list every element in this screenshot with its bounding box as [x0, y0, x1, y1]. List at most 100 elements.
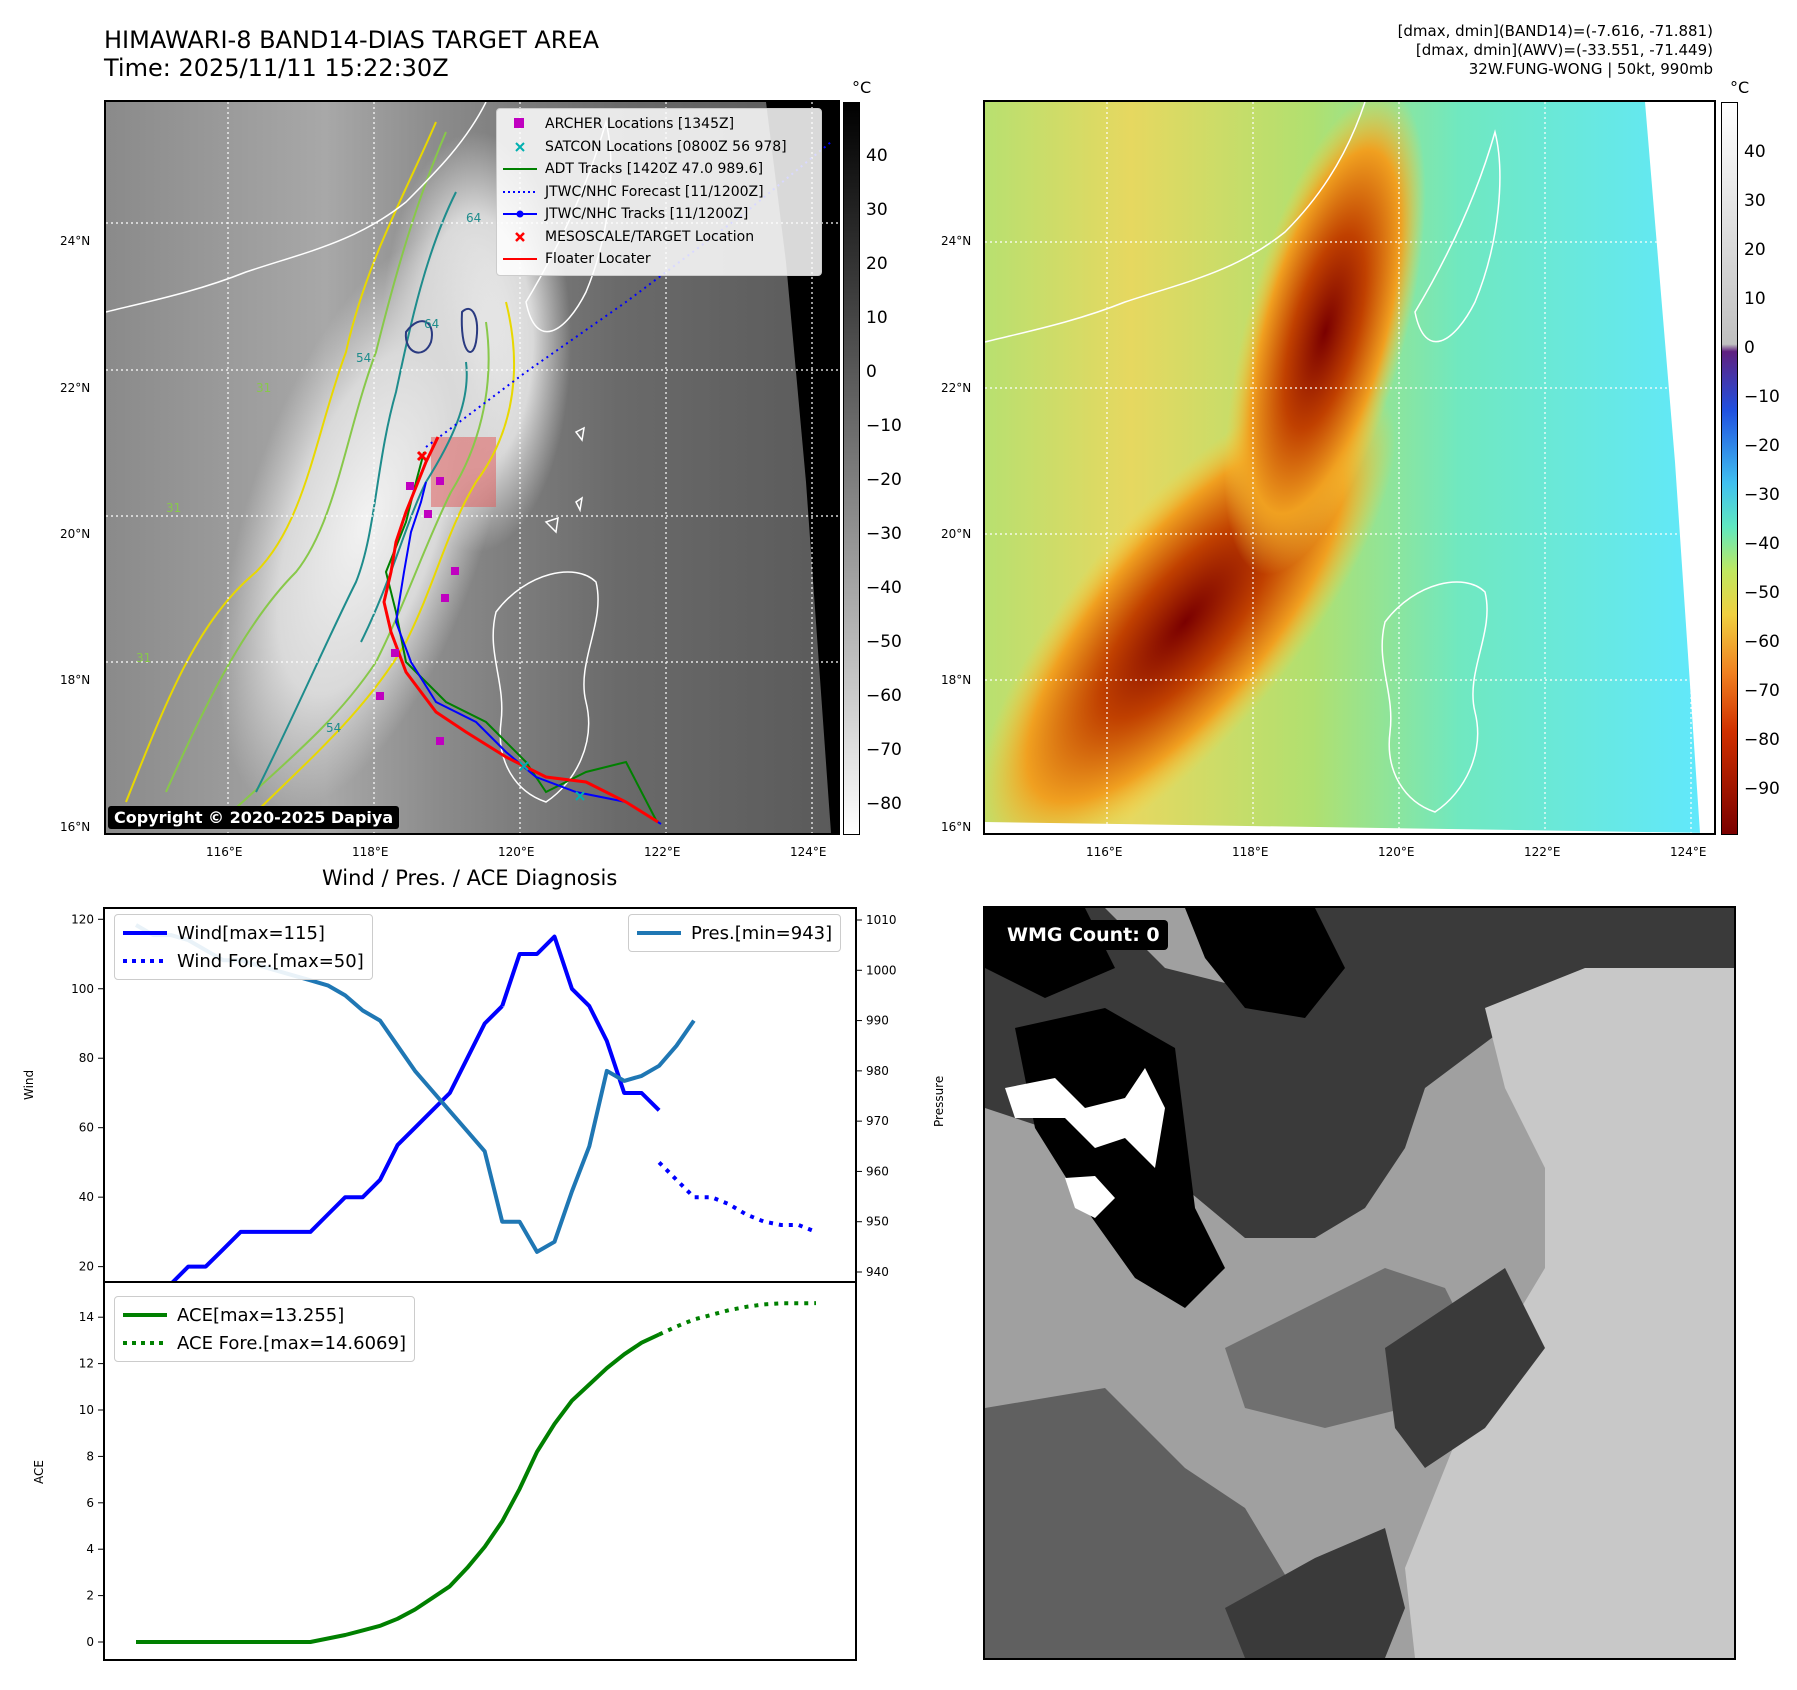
- wv-cb-tick: 0: [1744, 338, 1755, 358]
- pressure-ytick-label: 1010: [866, 913, 897, 927]
- lon-label: 124°E: [790, 845, 827, 859]
- ir-cb-tick: 10: [866, 308, 888, 328]
- wv-cb-tick: −30: [1744, 485, 1780, 505]
- wv-colorbar: [1721, 102, 1738, 835]
- legend-jtwc-tracks: JTWC/NHC Tracks [11/1200Z]: [503, 203, 815, 226]
- ir-cb-tick: −50: [866, 632, 902, 652]
- wmg-svg: [985, 908, 1734, 1658]
- legend-wind-fore: Wind Fore.[max=50]: [123, 947, 364, 975]
- contour-label: 64: [424, 317, 439, 331]
- wmg-white-blob: [1005, 1068, 1165, 1168]
- lon-label: 124°E: [1670, 845, 1707, 859]
- ir-cb-tick: −40: [866, 578, 902, 598]
- ir-colorbar: [843, 102, 860, 835]
- wmg-panel: WMG Count: 0: [983, 906, 1736, 1660]
- wind-ytick-label: 20: [79, 1260, 94, 1274]
- lon-label: 122°E: [1524, 845, 1561, 859]
- wv-cb-tick: 40: [1744, 142, 1766, 162]
- dotted-line-icon: [123, 1340, 167, 1346]
- wv-cb-tick: −70: [1744, 681, 1780, 701]
- ace-ytick-label: 14: [79, 1310, 94, 1324]
- wmg-dark-bottom: [1225, 1528, 1405, 1658]
- satcon-marker: [575, 791, 585, 801]
- ir-legend: ARCHER Locations [1345Z] SATCON Location…: [496, 108, 822, 276]
- wv-map-panel: [983, 100, 1716, 835]
- contour-navy: [404, 320, 433, 354]
- contour-yellow: [125, 121, 437, 803]
- wv-cb-tick: −40: [1744, 534, 1780, 554]
- archer-marker: [436, 477, 444, 485]
- wind-ytick-label: 100: [71, 982, 94, 996]
- solid-line-icon: [123, 1312, 167, 1318]
- lon-label: 118°E: [352, 845, 389, 859]
- ir-cb-tick: 0: [866, 362, 877, 382]
- wv-colorbar-unit: °C: [1730, 78, 1750, 97]
- lat-label: 18°N: [60, 673, 91, 687]
- dotted-line-icon: [503, 189, 537, 195]
- contour-navy-2: [460, 307, 478, 353]
- ace-ytick-label: 6: [86, 1496, 94, 1510]
- coast-china: [106, 102, 487, 313]
- lon-label: 122°E: [644, 845, 681, 859]
- pressure-ylabel: Pressure: [932, 1075, 946, 1127]
- wmg-black-region: [1015, 1008, 1225, 1308]
- coast-islands: [544, 426, 585, 534]
- lat-label: 16°N: [941, 820, 972, 834]
- pressure-ytick-label: 970: [866, 1114, 889, 1128]
- wind-ytick-label: 60: [79, 1121, 94, 1135]
- legend-adt: ADT Tracks [1420Z 47.0 989.6]: [503, 158, 815, 181]
- contour-label: 31: [166, 501, 181, 515]
- x-marker-icon: [503, 141, 537, 153]
- ace-ytick-label: 0: [86, 1635, 94, 1649]
- figure-title: HIMAWARI-8 BAND14-DIAS TARGET AREA Time:…: [104, 26, 599, 82]
- satcon-markers: [519, 761, 585, 801]
- coast-luzon: [492, 571, 599, 803]
- wv-cb-tick: −50: [1744, 583, 1780, 603]
- solid-line-icon: [123, 930, 167, 936]
- contour-label: 31: [136, 651, 151, 665]
- archer-marker: [436, 737, 444, 745]
- wmg-dark-lower-left: [985, 1388, 1345, 1658]
- wv-map-svg: [985, 102, 1714, 833]
- ir-cb-tick: 20: [866, 254, 888, 274]
- legend-ace-fore: ACE Fore.[max=14.6069]: [123, 1329, 406, 1357]
- legend-wind: Wind[max=115]: [123, 919, 364, 947]
- cloud-band: [218, 234, 514, 810]
- lon-label: 118°E: [1232, 845, 1269, 859]
- ace-ytick-label: 4: [86, 1542, 94, 1556]
- ace-forecast-line: [658, 1301, 817, 1337]
- wv-coast-luzon: [1381, 581, 1488, 813]
- ir-cb-tick: 40: [866, 146, 888, 166]
- wmg-black-top-mid: [1185, 908, 1345, 1018]
- pressure-ytick-label: 990: [866, 1014, 889, 1028]
- ir-cb-tick: −30: [866, 524, 902, 544]
- ir-cb-tick: 30: [866, 200, 888, 220]
- wv-gridlines: [985, 102, 1714, 833]
- wv-cb-tick: 30: [1744, 191, 1766, 211]
- wind-ytick-label: 40: [79, 1190, 94, 1204]
- pressure-ytick-label: 980: [866, 1064, 889, 1078]
- lat-label: 20°N: [941, 527, 972, 541]
- line-dot-icon: [503, 210, 537, 218]
- archer-marker: [391, 649, 399, 657]
- contour-label: 54: [356, 351, 371, 365]
- ir-map-panel: 64 54 31 31 31 54 64 ARCHER Locat: [104, 100, 840, 835]
- lat-label: 24°N: [60, 234, 91, 248]
- square-marker-icon: [503, 118, 537, 130]
- satcon-marker: [519, 761, 529, 771]
- ace-ytick-label: 8: [86, 1449, 94, 1463]
- lat-label: 22°N: [60, 381, 91, 395]
- pressure-legend: Pres.[min=943]: [628, 914, 842, 952]
- info-awv-range: [dmax, dmin](AWV)=(-33.551, -71.449): [1415, 41, 1713, 59]
- wind-ytick-label: 120: [71, 912, 94, 926]
- pressure-ytick-label: 1000: [866, 963, 897, 977]
- wv-cb-tick: −90: [1744, 779, 1780, 799]
- wmg-count-badge: WMG Count: 0: [999, 920, 1168, 950]
- ace-ytick-label: 10: [79, 1403, 94, 1417]
- contour-green-2: [225, 321, 490, 818]
- lat-label: 16°N: [60, 820, 91, 834]
- ir-cb-tick: −10: [866, 416, 902, 436]
- wv-no-data-bottom: [985, 822, 1714, 833]
- legend-floater: Floater Locater: [503, 248, 815, 271]
- lon-label: 116°E: [1086, 845, 1123, 859]
